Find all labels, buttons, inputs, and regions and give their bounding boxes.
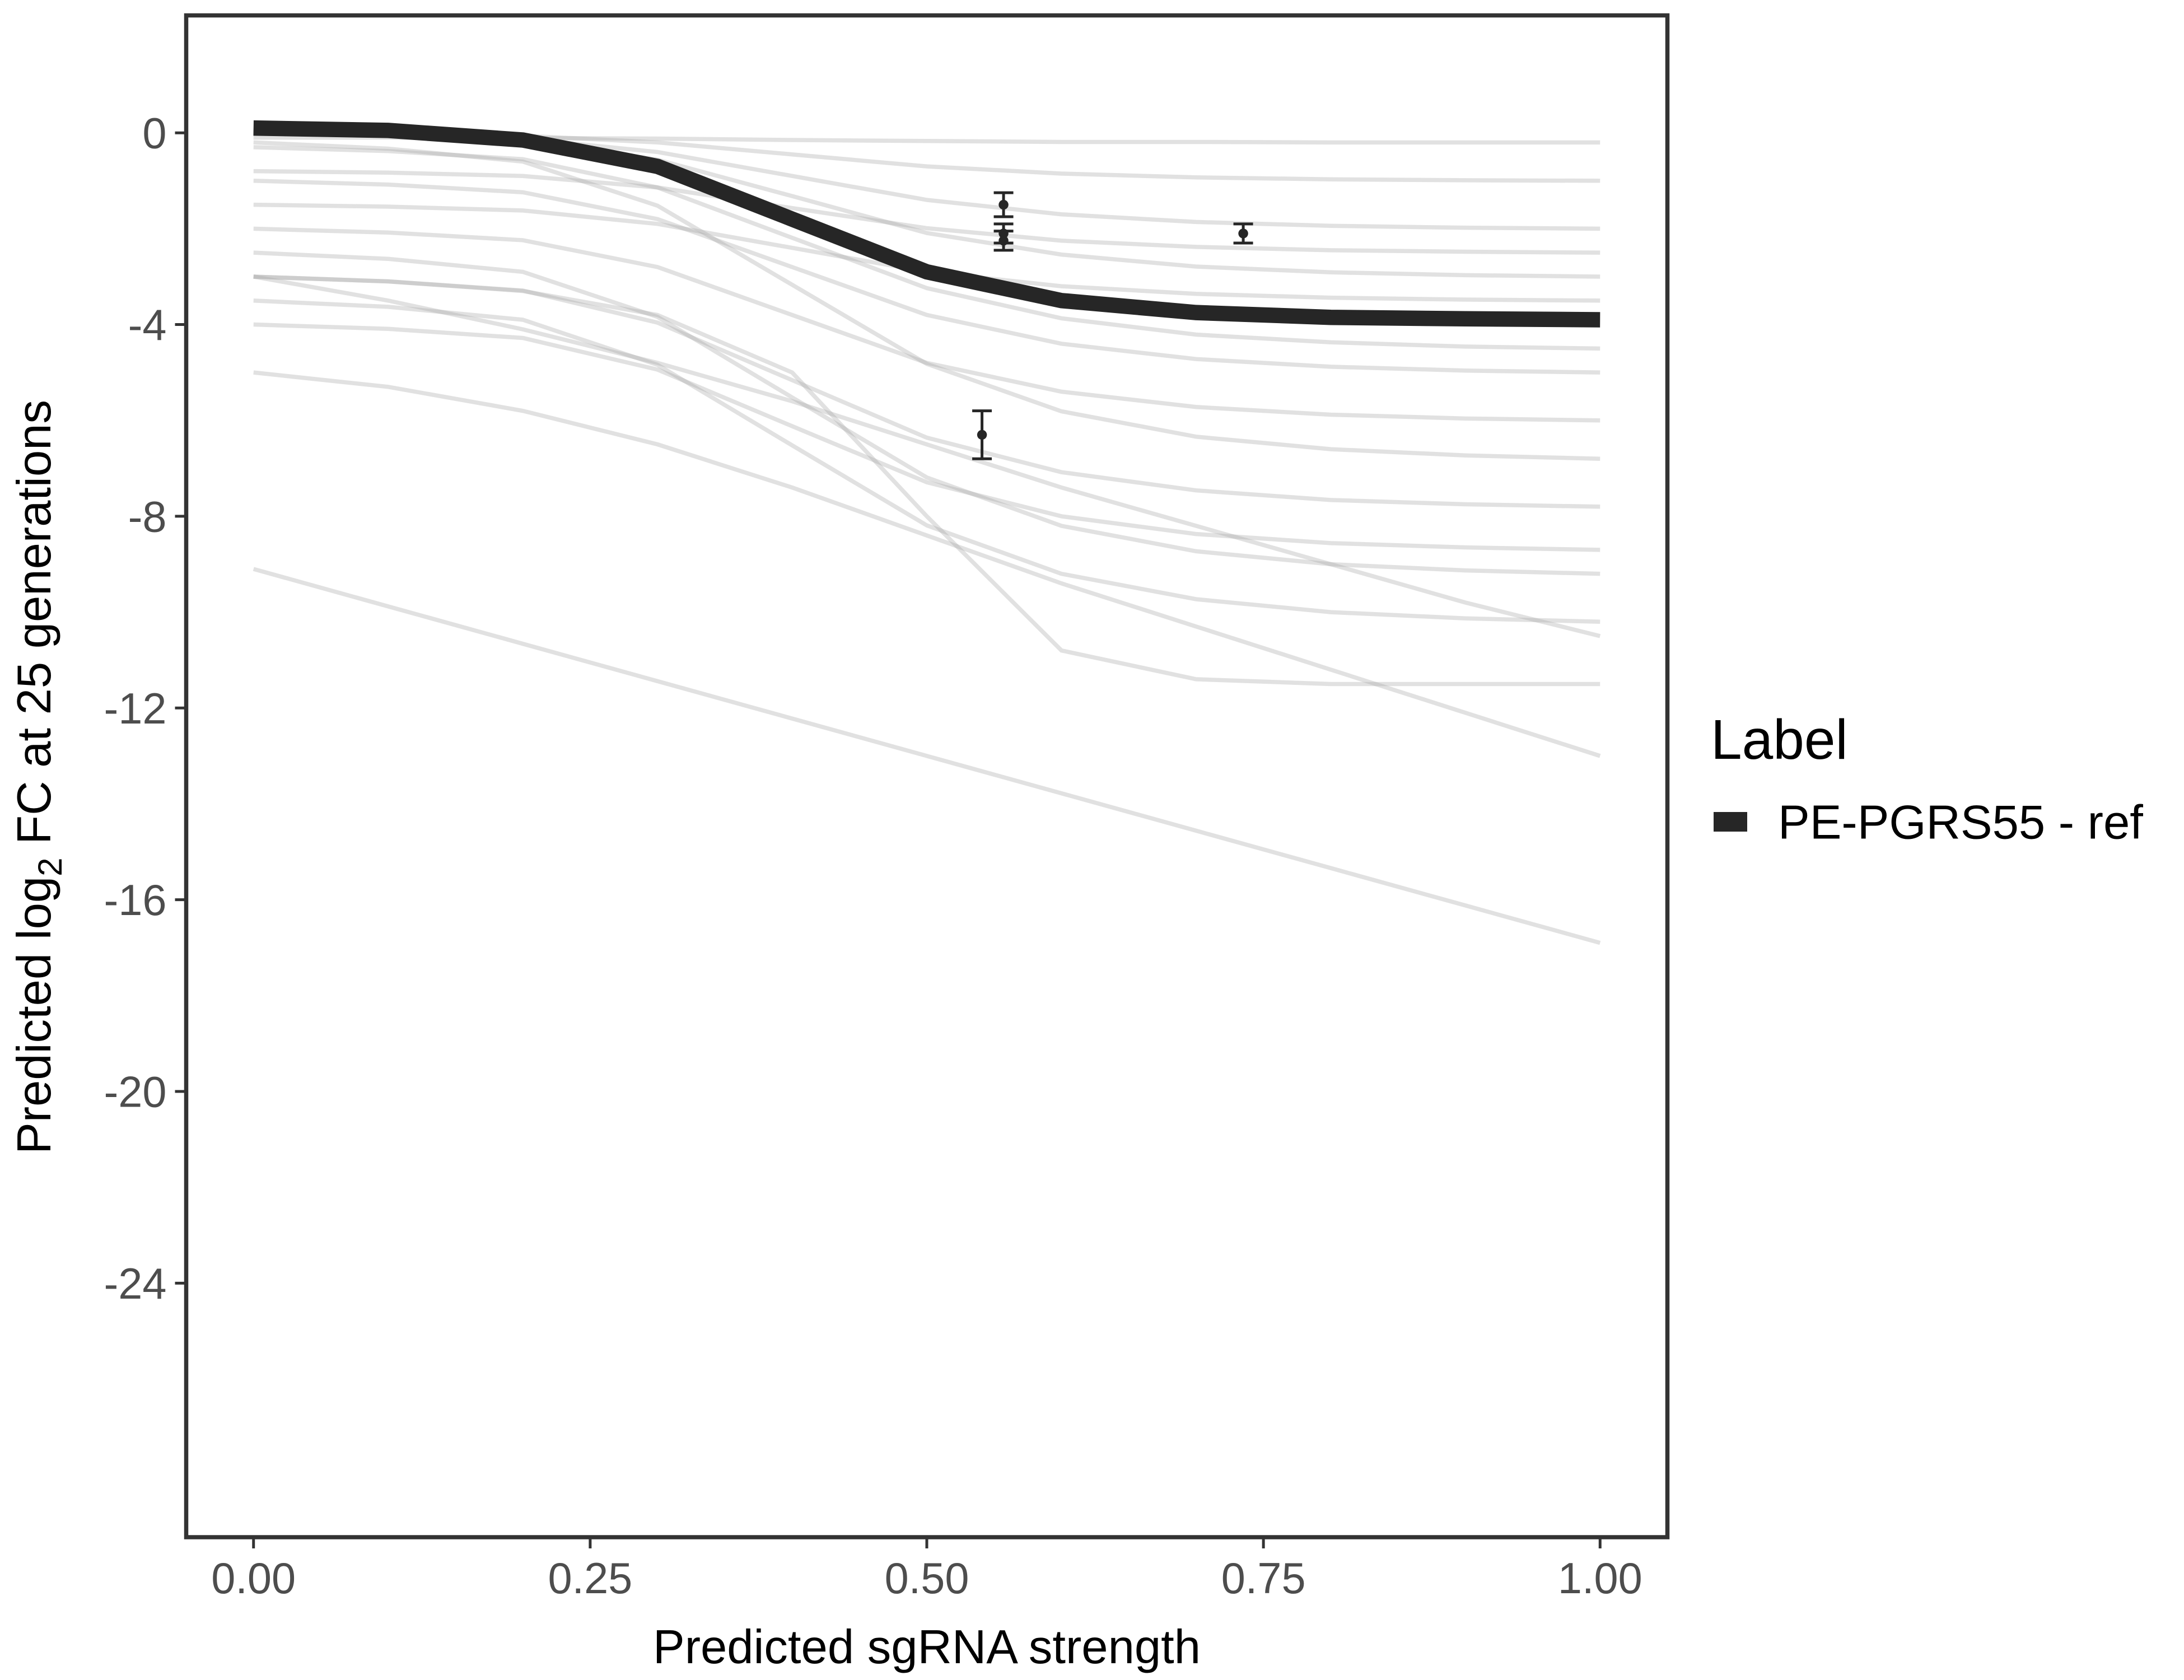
background-curve: [253, 370, 1601, 758]
background-curve: [253, 179, 1600, 375]
background-curve: [253, 567, 1601, 945]
background-curve: [253, 226, 1600, 423]
y-axis-title-part: Predicted log: [8, 876, 61, 1154]
legend-key: [1714, 812, 1747, 832]
y-tick-label: -20: [104, 1068, 166, 1117]
background-curve: [253, 274, 1601, 638]
y-axis-title-subscript: 2: [31, 857, 69, 876]
y-tick-label: -4: [128, 301, 167, 349]
data-point: [998, 199, 1009, 210]
reference-curve: [253, 120, 1600, 328]
y-tick-label: 0: [142, 110, 166, 158]
panel-border: [184, 13, 1670, 1539]
x-tick-label: 0.75: [1221, 1555, 1306, 1603]
background-curve: [253, 274, 1600, 509]
data-point: [998, 236, 1009, 246]
y-axis-title: Predicted log2 FC at 25 generations: [8, 400, 69, 1154]
y-tick-label: -12: [104, 685, 166, 733]
background-curve: [253, 128, 1600, 279]
background-curve: [253, 169, 1600, 255]
y-tick-label: -24: [104, 1260, 166, 1308]
background-curve: [253, 250, 1600, 576]
y-axis-title-part: FC at 25 generations: [8, 400, 61, 857]
background-curve: [253, 274, 1600, 687]
y-tick-label: -8: [128, 493, 167, 541]
y-tick-label: -16: [104, 876, 166, 925]
data-point: [977, 430, 987, 440]
background-curve: [253, 145, 1600, 351]
background-curve: [253, 140, 1600, 461]
background-curve: [253, 322, 1600, 552]
x-tick-label: 0.00: [211, 1555, 296, 1603]
x-axis-title: Predicted sgRNA strength: [653, 1621, 1201, 1674]
data-point: [1238, 228, 1248, 239]
x-tick-label: 0.50: [885, 1555, 969, 1603]
legend-label: PE-PGRS55 - ref: [1778, 796, 2143, 850]
legend-title: Label: [1711, 708, 1848, 771]
background-curve: [253, 298, 1600, 624]
x-tick-label: 1.00: [1558, 1555, 1642, 1603]
x-tick-label: 0.25: [548, 1555, 632, 1603]
